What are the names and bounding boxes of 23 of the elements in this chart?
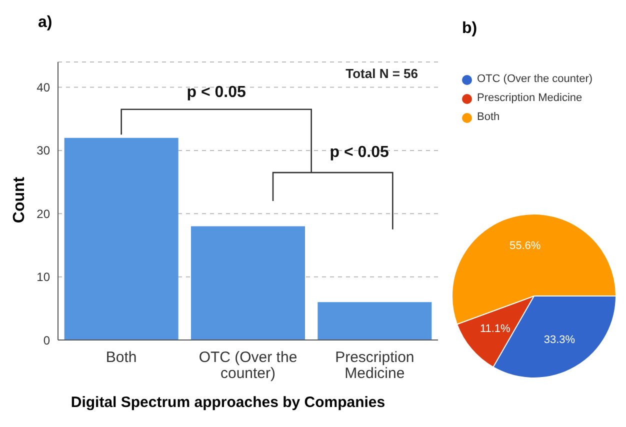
y-tick-label: 20 <box>36 206 50 221</box>
y-tick-label: 30 <box>36 144 50 158</box>
legend-label: Prescription Medicine <box>477 91 582 106</box>
data-label: 55.6% <box>510 240 541 252</box>
x-tick-label: Both <box>106 349 137 366</box>
x-tick-label: Prescription Medicine <box>335 349 414 382</box>
y-axis-title: Count <box>11 176 29 224</box>
y-tick-label: 10 <box>36 270 50 284</box>
x-tick-label: OTC (Over the counter) <box>198 349 298 382</box>
y-tick-label: 0 <box>43 333 50 348</box>
legend-label: Both <box>477 110 500 125</box>
data-label: 11.1% <box>480 322 511 335</box>
annotation: p < 0.05 <box>186 84 246 101</box>
chart-title: a) <box>38 14 52 32</box>
data-label: 33.3% <box>544 334 576 346</box>
annotation: Total N = 56 <box>346 66 418 81</box>
chart-title: b) <box>462 20 478 38</box>
annotation: p < 0.05 <box>330 144 390 161</box>
bar <box>191 226 305 340</box>
y-tick-label: 40 <box>36 80 50 95</box>
x-axis-title: Digital Spectrum approaches by Companies <box>70 394 386 411</box>
legend-label: OTC (Over the counter) <box>477 72 593 87</box>
bar <box>318 302 432 340</box>
